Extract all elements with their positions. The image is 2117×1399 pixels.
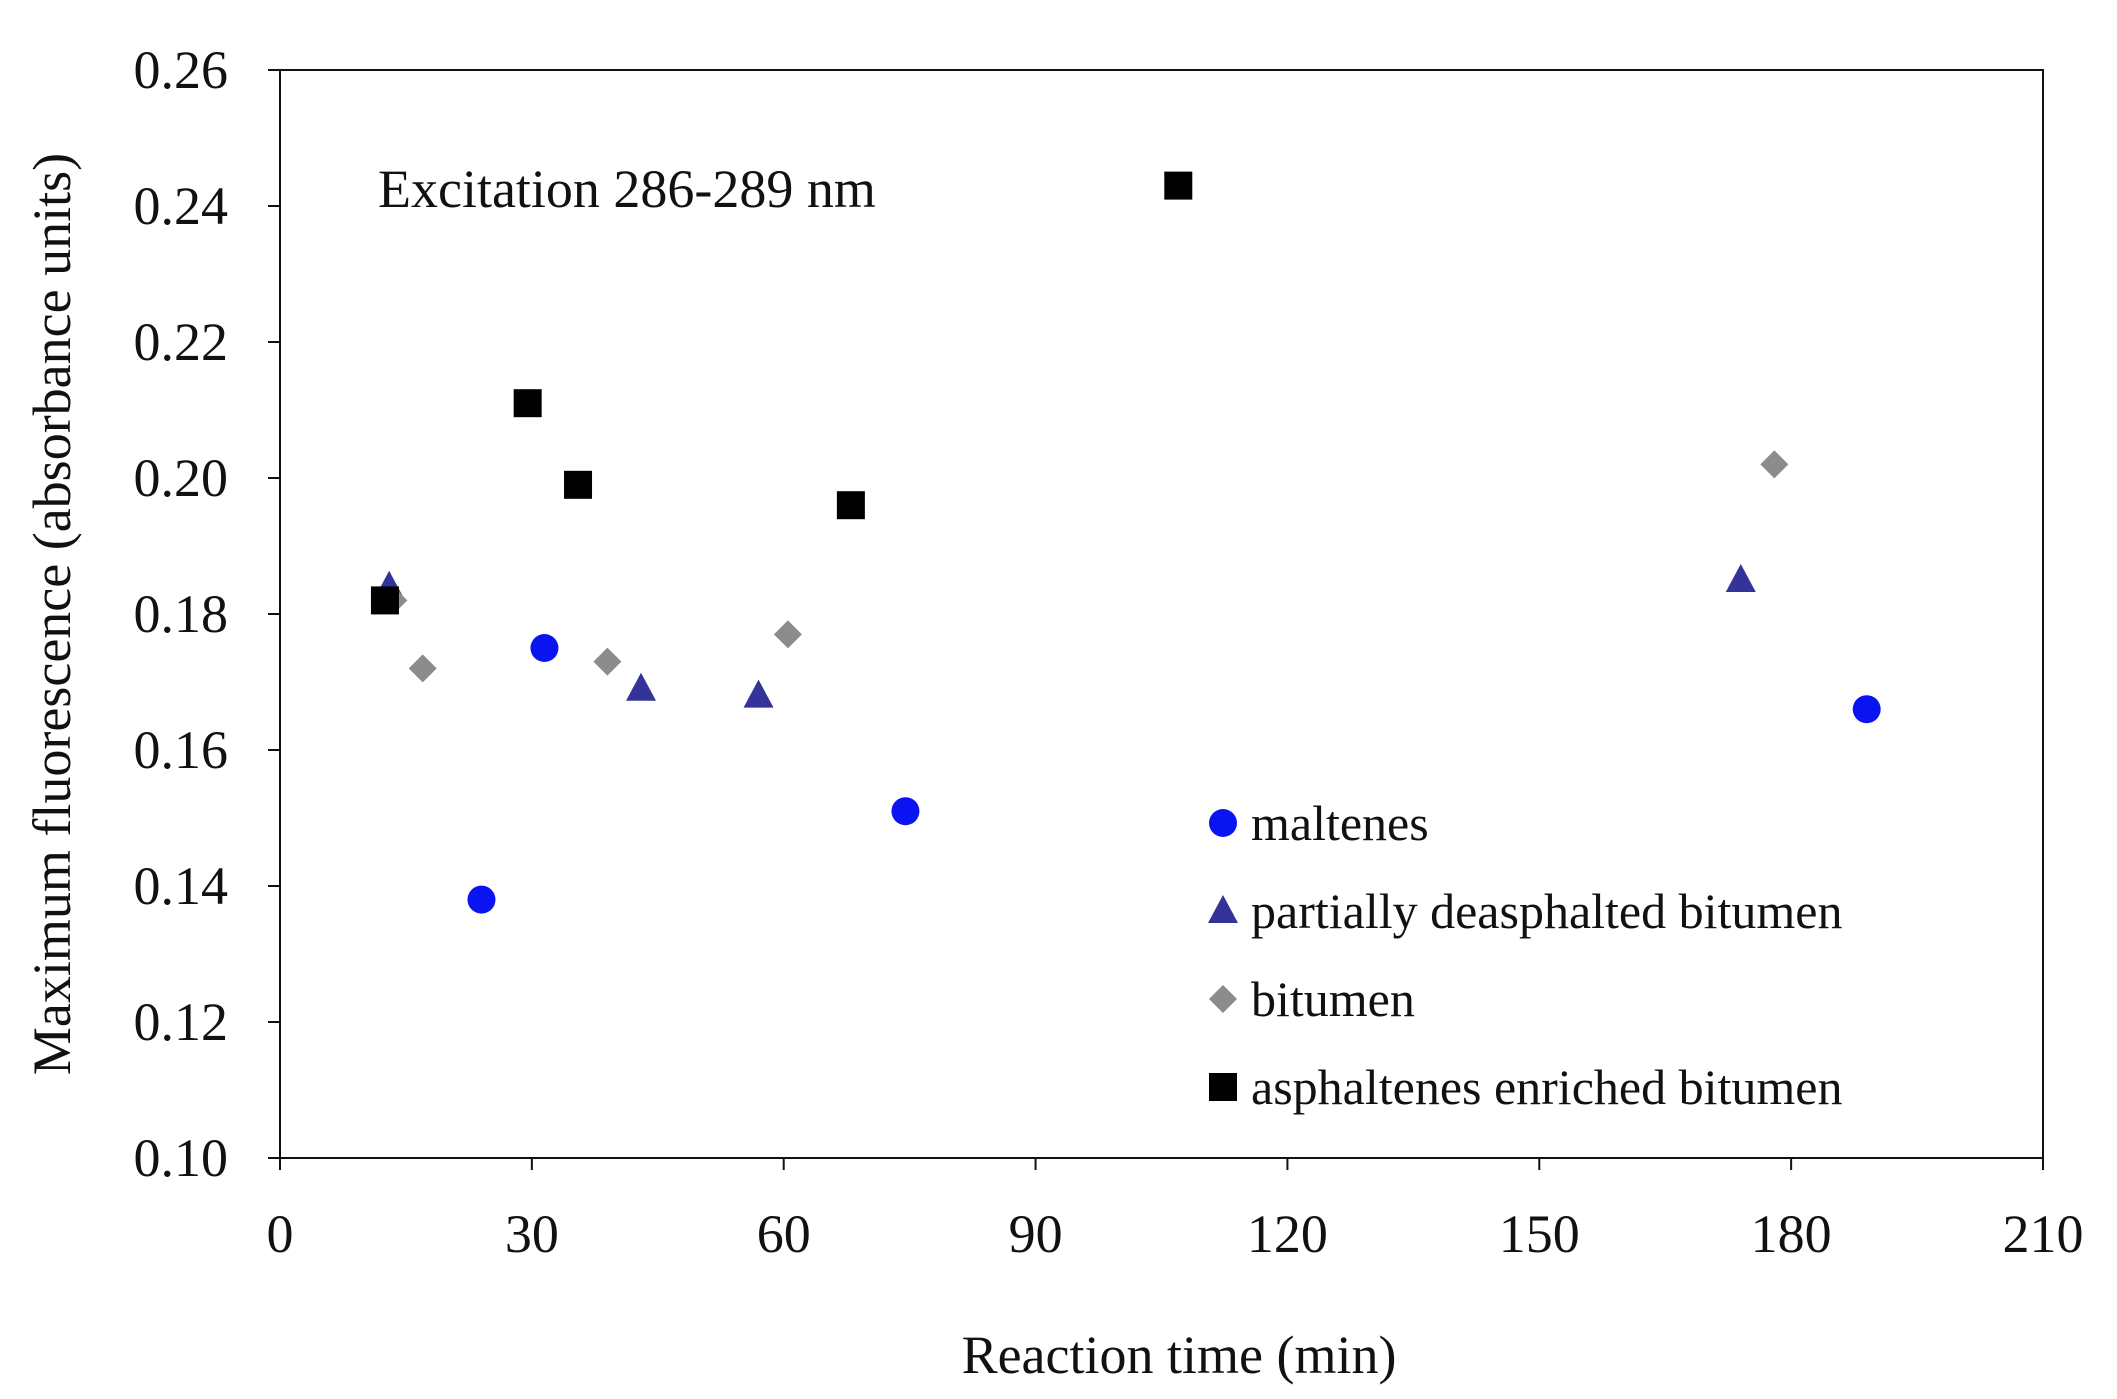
bitumen-point [773, 620, 802, 649]
y-tick-label: 0.14 [134, 856, 229, 916]
y-tick-label: 0.24 [134, 176, 229, 236]
x-tick-label: 60 [757, 1204, 811, 1264]
legend-marker-partially-deasphalted-bitumen [1208, 895, 1238, 923]
maltenes-point [530, 634, 559, 662]
bitumen-point [593, 647, 622, 676]
chart-annotation: Excitation 286-289 nm [378, 159, 876, 219]
x-tick-label: 0 [267, 1204, 294, 1264]
x-tick-label: 30 [505, 1204, 559, 1264]
y-tick-label: 0.10 [134, 1128, 229, 1188]
x-tick-label: 180 [1751, 1204, 1832, 1264]
data-markers [370, 171, 1881, 914]
legend-marker-bitumen [1209, 985, 1237, 1013]
maltenes-point [467, 885, 496, 914]
asphaltenes-enriched-bitumen-point [370, 586, 399, 615]
legend-label: partially deasphalted bitumen [1251, 883, 1842, 939]
bitumen-point [408, 654, 437, 683]
y-axis-title: Maximum fluorescence (absorbance units) [22, 153, 82, 1075]
y-tick-label: 0.26 [134, 40, 229, 100]
y-tick-label: 0.20 [134, 448, 229, 508]
maltenes-point [1852, 695, 1881, 724]
y-tick-label: 0.12 [134, 992, 229, 1052]
asphaltenes-enriched-bitumen-point [1164, 171, 1193, 200]
partially-deasphalted-bitumen-point [1725, 564, 1756, 592]
partially-deasphalted-bitumen-point [743, 679, 774, 708]
legend-label: asphaltenes enriched bitumen [1251, 1059, 1842, 1115]
bitumen-point [1760, 450, 1789, 479]
x-tick-label: 210 [2003, 1204, 2084, 1264]
x-tick-label: 150 [1499, 1204, 1580, 1264]
legend-label: maltenes [1251, 795, 1429, 851]
y-axis: 0.10 0.12 0.14 0.16 0.18 0.20 0.22 0.24 0.26 [134, 40, 280, 1188]
legend-marker-maltenes [1209, 809, 1237, 837]
legend: maltenes partially deasphalted bitumen bit… [1208, 795, 1842, 1115]
asphaltenes-enriched-bitumen-point [564, 470, 593, 499]
asphaltenes-enriched-bitumen-point [836, 491, 865, 520]
legend-label: bitumen [1251, 971, 1415, 1027]
x-axis: 0 30 60 90 120 150 180 210 [267, 1158, 2084, 1264]
x-tick-label: 120 [1247, 1204, 1328, 1264]
partially-deasphalted-bitumen-point [625, 672, 656, 701]
x-axis-title: Reaction time (min) [962, 1325, 1397, 1385]
plot-frame [279, 69, 2044, 1159]
x-tick-label: 90 [1009, 1204, 1063, 1264]
asphaltenes-enriched-bitumen-point [513, 389, 542, 418]
legend-marker-asphaltenes-enriched-bitumen [1209, 1073, 1237, 1101]
y-tick-label: 0.16 [134, 720, 229, 780]
y-tick-label: 0.18 [134, 584, 229, 644]
y-tick-label: 0.22 [134, 312, 229, 372]
maltenes-point [891, 797, 920, 826]
